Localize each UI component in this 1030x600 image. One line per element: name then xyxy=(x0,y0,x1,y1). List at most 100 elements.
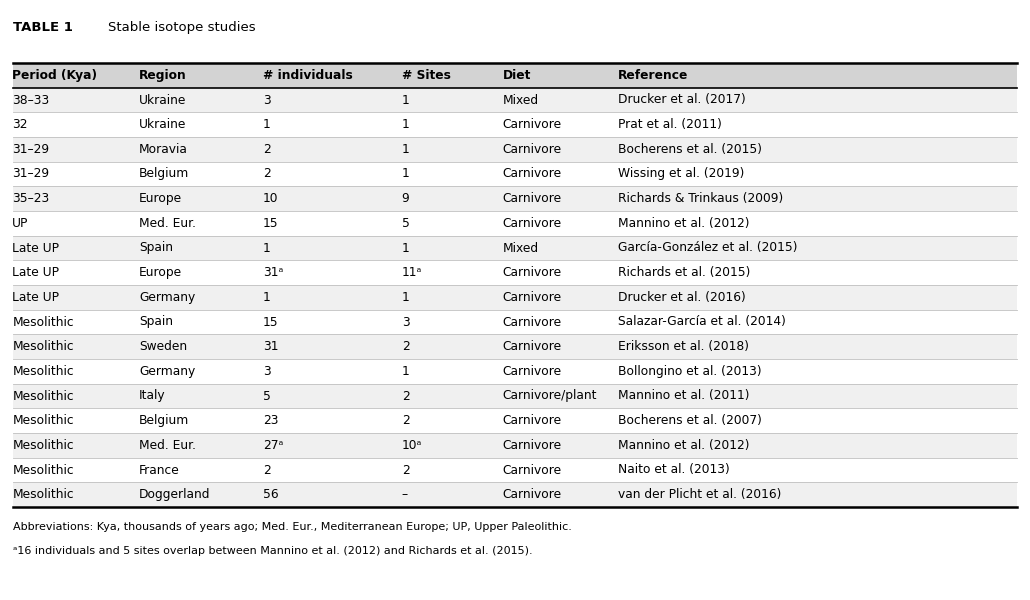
Text: Richards & Trinkaus (2009): Richards & Trinkaus (2009) xyxy=(618,192,783,205)
Text: Stable isotope studies: Stable isotope studies xyxy=(108,21,255,34)
Text: Prat et al. (2011): Prat et al. (2011) xyxy=(618,118,722,131)
Text: Bocherens et al. (2015): Bocherens et al. (2015) xyxy=(618,143,762,156)
Text: Med. Eur.: Med. Eur. xyxy=(139,439,196,452)
Text: 1: 1 xyxy=(263,291,271,304)
Text: 1: 1 xyxy=(402,167,410,181)
Text: Late UP: Late UP xyxy=(12,241,60,254)
Bar xyxy=(13,161,1017,187)
Text: TABLE 1: TABLE 1 xyxy=(13,21,73,34)
Bar xyxy=(13,187,1017,211)
Bar xyxy=(13,236,1017,260)
Text: Region: Region xyxy=(139,69,186,82)
Text: Europe: Europe xyxy=(139,266,182,279)
Text: Eriksson et al. (2018): Eriksson et al. (2018) xyxy=(618,340,749,353)
Bar xyxy=(13,211,1017,236)
Text: 1: 1 xyxy=(402,241,410,254)
Bar xyxy=(13,334,1017,359)
Text: Carnivore: Carnivore xyxy=(503,167,561,181)
Text: Carnivore: Carnivore xyxy=(503,365,561,378)
Text: 1: 1 xyxy=(263,241,271,254)
Text: Mesolithic: Mesolithic xyxy=(12,414,74,427)
Text: Diet: Diet xyxy=(503,69,531,82)
Text: Ukraine: Ukraine xyxy=(139,118,186,131)
Text: Mannino et al. (2012): Mannino et al. (2012) xyxy=(618,439,750,452)
Bar xyxy=(13,88,1017,112)
Text: Med. Eur.: Med. Eur. xyxy=(139,217,196,230)
Text: 1: 1 xyxy=(263,118,271,131)
Text: Moravia: Moravia xyxy=(139,143,187,156)
Text: Mannino et al. (2011): Mannino et al. (2011) xyxy=(618,389,750,403)
Text: 15: 15 xyxy=(263,316,278,329)
Text: Drucker et al. (2017): Drucker et al. (2017) xyxy=(618,94,746,107)
Text: Drucker et al. (2016): Drucker et al. (2016) xyxy=(618,291,746,304)
Text: 2: 2 xyxy=(402,340,410,353)
Text: Carnivore: Carnivore xyxy=(503,488,561,501)
Text: Carnivore: Carnivore xyxy=(503,192,561,205)
Text: 1: 1 xyxy=(402,291,410,304)
Text: 31–29: 31–29 xyxy=(12,143,49,156)
Text: Europe: Europe xyxy=(139,192,182,205)
Text: 56: 56 xyxy=(263,488,278,501)
Text: Bollongino et al. (2013): Bollongino et al. (2013) xyxy=(618,365,761,378)
Text: Late UP: Late UP xyxy=(12,291,60,304)
Text: 2: 2 xyxy=(402,414,410,427)
Text: 5: 5 xyxy=(402,217,410,230)
Text: –: – xyxy=(402,488,408,501)
Text: Sweden: Sweden xyxy=(139,340,187,353)
Text: France: France xyxy=(139,463,180,476)
Bar xyxy=(13,285,1017,310)
Text: # individuals: # individuals xyxy=(263,69,352,82)
Text: Ukraine: Ukraine xyxy=(139,94,186,107)
Text: 2: 2 xyxy=(263,463,271,476)
Text: # Sites: # Sites xyxy=(402,69,450,82)
Text: 1: 1 xyxy=(402,143,410,156)
Text: Carnivore: Carnivore xyxy=(503,439,561,452)
Text: 27ᵃ: 27ᵃ xyxy=(263,439,283,452)
Text: Salazar-García et al. (2014): Salazar-García et al. (2014) xyxy=(618,316,786,329)
Text: ᵃ16 individuals and 5 sites overlap between Mannino et al. (2012) and Richards e: ᵃ16 individuals and 5 sites overlap betw… xyxy=(13,546,533,556)
Text: Wissing et al. (2019): Wissing et al. (2019) xyxy=(618,167,745,181)
Text: 2: 2 xyxy=(402,463,410,476)
Bar xyxy=(13,260,1017,285)
Text: 10ᵃ: 10ᵃ xyxy=(402,439,422,452)
Text: Carnivore: Carnivore xyxy=(503,266,561,279)
Text: Belgium: Belgium xyxy=(139,414,190,427)
Text: Reference: Reference xyxy=(618,69,688,82)
Text: 2: 2 xyxy=(263,143,271,156)
Text: 31–29: 31–29 xyxy=(12,167,49,181)
Bar xyxy=(13,409,1017,433)
Text: Naito et al. (2013): Naito et al. (2013) xyxy=(618,463,729,476)
Text: Carnivore: Carnivore xyxy=(503,414,561,427)
Text: van der Plicht et al. (2016): van der Plicht et al. (2016) xyxy=(618,488,782,501)
Text: 38–33: 38–33 xyxy=(12,94,49,107)
Bar xyxy=(13,310,1017,334)
Text: Carnivore: Carnivore xyxy=(503,340,561,353)
Text: Late UP: Late UP xyxy=(12,266,60,279)
Text: 3: 3 xyxy=(263,365,271,378)
Text: 11ᵃ: 11ᵃ xyxy=(402,266,422,279)
Text: Belgium: Belgium xyxy=(139,167,190,181)
Text: Mixed: Mixed xyxy=(503,241,539,254)
Text: 32: 32 xyxy=(12,118,28,131)
Text: Mesolithic: Mesolithic xyxy=(12,365,74,378)
Text: Italy: Italy xyxy=(139,389,166,403)
Bar xyxy=(13,359,1017,383)
Text: Doggerland: Doggerland xyxy=(139,488,210,501)
Text: Germany: Germany xyxy=(139,291,196,304)
Bar xyxy=(13,112,1017,137)
Text: 31: 31 xyxy=(263,340,278,353)
Text: Mixed: Mixed xyxy=(503,94,539,107)
Text: Mesolithic: Mesolithic xyxy=(12,389,74,403)
Text: García-González et al. (2015): García-González et al. (2015) xyxy=(618,241,797,254)
Text: 9: 9 xyxy=(402,192,410,205)
Text: 3: 3 xyxy=(263,94,271,107)
Text: Carnivore: Carnivore xyxy=(503,118,561,131)
Text: 3: 3 xyxy=(402,316,410,329)
Text: 1: 1 xyxy=(402,94,410,107)
Text: Spain: Spain xyxy=(139,241,173,254)
Bar xyxy=(13,482,1017,507)
Text: Spain: Spain xyxy=(139,316,173,329)
Bar xyxy=(13,383,1017,409)
Text: 2: 2 xyxy=(402,389,410,403)
Text: 1: 1 xyxy=(402,365,410,378)
